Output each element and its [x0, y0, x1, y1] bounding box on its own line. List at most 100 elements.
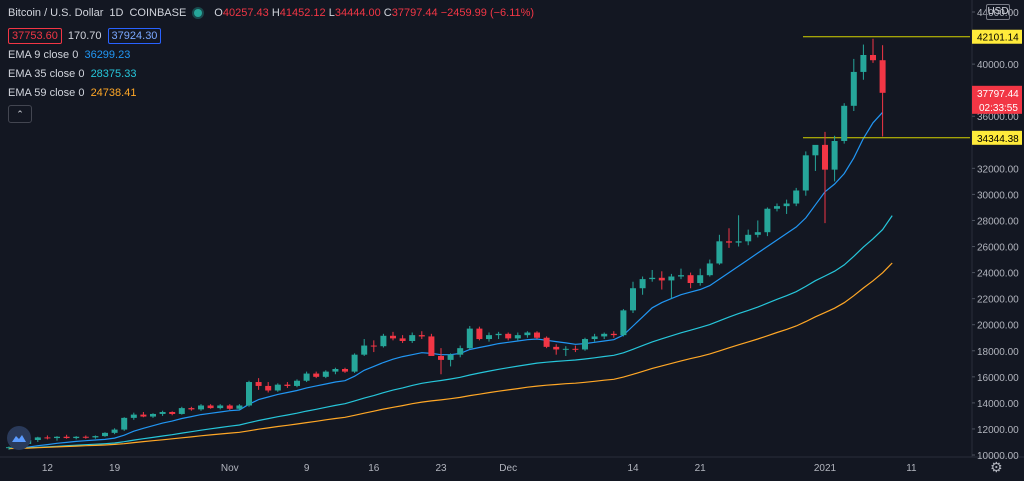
- x-tick-label: 21: [695, 463, 707, 474]
- candle-body: [322, 371, 329, 377]
- y-tick-label: 26000.00: [977, 243, 1019, 254]
- candle-body: [860, 54, 867, 72]
- high-value: 41452.12: [279, 7, 326, 19]
- candle-body: [620, 310, 627, 336]
- candle-body: [668, 276, 675, 281]
- y-tick-label: 44000.00: [977, 8, 1019, 19]
- chevron-icon[interactable]: ⌃: [8, 105, 32, 123]
- last-price-tag: [972, 85, 1022, 114]
- y-tick-label: 10000.00: [977, 451, 1019, 462]
- candle-body: [265, 385, 272, 391]
- candle-body: [850, 71, 857, 106]
- candle-body: [678, 275, 684, 277]
- candle-body: [6, 447, 12, 449]
- candle-body: [457, 348, 464, 355]
- candle-body: [553, 346, 560, 350]
- x-tick-label: 12: [42, 463, 54, 474]
- x-tick-label: Nov: [221, 463, 239, 474]
- x-tick-label: 14: [627, 463, 639, 474]
- candle-body: [831, 140, 838, 170]
- candle-body: [879, 60, 886, 93]
- y-tick-label: 40000.00: [977, 60, 1019, 71]
- interval-label[interactable]: 1D: [109, 7, 124, 19]
- candle-body: [188, 408, 195, 410]
- candle-body: [63, 436, 70, 439]
- x-tick-label: 9: [304, 463, 310, 474]
- candle-body: [476, 328, 483, 340]
- candle-body: [514, 335, 521, 339]
- candle-body: [706, 263, 713, 276]
- candle-body: [716, 241, 723, 264]
- candle-body: [783, 203, 790, 207]
- y-tick-label: 20000.00: [977, 321, 1019, 332]
- candle-body: [610, 333, 617, 336]
- candle-body: [34, 437, 41, 441]
- candle-body: [332, 369, 339, 372]
- ask-price[interactable]: 37924.30: [107, 28, 162, 44]
- candle-body: [601, 333, 608, 337]
- gear-icon[interactable]: ⚙: [990, 459, 1003, 475]
- candle-body: [303, 373, 310, 381]
- symbol-name[interactable]: Bitcoin / U.S. Dollar: [8, 7, 104, 19]
- candle-body: [226, 405, 233, 409]
- x-tick-label: 11: [906, 463, 917, 474]
- y-tick-label: 28000.00: [977, 216, 1019, 227]
- x-tick-label: 19: [109, 463, 121, 474]
- ohlc-values: O40257.43 H41452.12 L34444.00 C37797.44 …: [214, 7, 535, 19]
- candle-body: [735, 241, 742, 243]
- candle-body: [649, 277, 656, 280]
- currency-button[interactable]: USD: [986, 4, 1010, 20]
- change-value: −2459.99 (−6.11%): [440, 7, 535, 19]
- candle-body: [294, 380, 300, 386]
- hline-price-label: 42101.14: [977, 33, 1019, 44]
- candle-body: [217, 405, 224, 409]
- candle-body: [726, 241, 732, 243]
- candle-body: [169, 412, 176, 414]
- candle-body: [274, 384, 281, 391]
- candle-body: [207, 405, 214, 409]
- candle-body: [380, 335, 387, 347]
- candle-body: [658, 277, 665, 281]
- indicator-ema35[interactable]: EMA 35 close 0 28375.33: [8, 68, 137, 80]
- y-tick-label: 14000.00: [977, 399, 1019, 410]
- ema-line-1: [8, 215, 893, 450]
- candle-body: [198, 405, 204, 410]
- x-tick-label: Dec: [499, 463, 517, 474]
- candle-body: [102, 432, 108, 437]
- ema-line-0: [8, 111, 884, 450]
- candle-body: [246, 382, 252, 406]
- y-tick-label: 36000.00: [977, 112, 1019, 123]
- candle-body: [390, 335, 396, 339]
- candle-body: [543, 337, 550, 347]
- candle-body: [534, 332, 540, 338]
- candle-body: [370, 345, 377, 347]
- x-tick-label: 16: [368, 463, 380, 474]
- close-value: 37797.44: [391, 7, 438, 19]
- candle-body: [399, 338, 406, 341]
- candle-body: [111, 429, 118, 433]
- low-value: 34444.00: [334, 7, 381, 19]
- y-tick-label: 18000.00: [977, 347, 1019, 358]
- candle-body: [745, 234, 752, 242]
- candle-body: [284, 384, 291, 386]
- last-price-label: 37797.44: [977, 89, 1019, 100]
- bid-price[interactable]: 37753.60: [8, 28, 62, 44]
- candle-body: [121, 417, 128, 430]
- candle-body: [178, 408, 185, 414]
- candle-body: [486, 335, 492, 340]
- spread-value: 170.70: [67, 30, 102, 42]
- candle-body: [140, 414, 147, 417]
- candle-body: [150, 413, 156, 417]
- indicator-ema9[interactable]: EMA 9 close 0 36299.23: [8, 49, 131, 61]
- candle-body: [82, 436, 89, 438]
- indicator-ema59[interactable]: EMA 59 close 0 24738.41: [8, 87, 137, 99]
- candle-body: [438, 355, 444, 360]
- candle-body: [774, 206, 780, 209]
- candle-body: [562, 348, 569, 350]
- candle-body: [255, 382, 262, 386]
- candle-body: [495, 333, 502, 336]
- tradingview-logo[interactable]: [7, 426, 31, 450]
- candle-body: [54, 436, 60, 439]
- market-status-icon: [194, 9, 203, 17]
